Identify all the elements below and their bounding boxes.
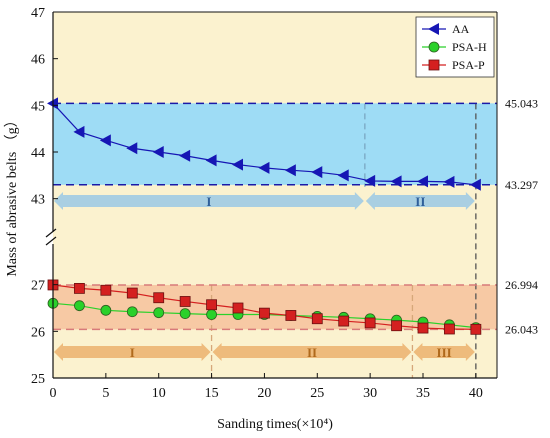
series-2-point-10 xyxy=(311,313,323,325)
xtick-label-4: 20 xyxy=(257,386,271,401)
series-1-point-4 xyxy=(153,307,165,319)
reference-label-2: 26.994 xyxy=(505,278,538,292)
reference-label-0: 45.043 xyxy=(505,96,538,110)
series-2-point-7 xyxy=(232,302,244,314)
lower-ytick-label-1: 26 xyxy=(31,325,45,340)
lower-phase-label-1: II xyxy=(307,345,317,360)
series-0-point-5 xyxy=(179,149,191,162)
legend-label-1: PSA-H xyxy=(452,40,487,54)
series-2-point-8 xyxy=(259,307,270,319)
lower-ytick-label-2: 27 xyxy=(31,279,45,294)
xtick-label-7: 35 xyxy=(416,386,430,401)
xtick-label-3: 15 xyxy=(205,386,219,401)
lower-phase-label-2: III xyxy=(437,345,452,360)
axis-break-mark-0 xyxy=(45,228,57,238)
legend-marker-0 xyxy=(428,23,439,35)
series-2-point-16 xyxy=(470,323,482,335)
upper-phase-arrow-1 xyxy=(365,192,475,210)
series-2-point-3 xyxy=(126,287,138,299)
series-2-point-5 xyxy=(179,296,191,307)
lower-phase-arrow-2 xyxy=(413,343,475,361)
xtick-label-8: 40 xyxy=(469,386,483,401)
series-0-point-13 xyxy=(390,175,402,188)
upper-ytick-label-2: 45 xyxy=(31,99,45,114)
series-2-point-9 xyxy=(285,310,297,321)
xtick-label-1: 5 xyxy=(102,386,109,401)
series-2-point-6 xyxy=(206,299,217,311)
series-2-point-13 xyxy=(391,320,402,332)
series-0-point-8 xyxy=(258,161,270,174)
series-0-point-12 xyxy=(364,174,376,187)
xtick-label-6: 30 xyxy=(363,386,377,401)
series-1-point-1 xyxy=(74,300,85,312)
y-axis-title: Mass of abrasive belts （g） xyxy=(4,113,20,276)
legend-label-2: PSA-P xyxy=(452,58,485,72)
series-2-point-14 xyxy=(417,322,429,334)
lower-phase-arrow-1 xyxy=(212,343,412,361)
xtick-label-2: 10 xyxy=(152,386,166,401)
xtick-label-5: 25 xyxy=(310,386,324,401)
series-2-point-2 xyxy=(100,284,112,296)
lower-phase-label-0: I xyxy=(130,345,135,360)
upper-band xyxy=(53,103,497,185)
x-axis-title: Sanding times(×10⁴) xyxy=(217,417,333,432)
upper-ytick-label-1: 44 xyxy=(31,146,45,161)
series-0-point-16 xyxy=(469,178,481,191)
series-0-point-7 xyxy=(232,158,243,171)
upper-ytick-label-3: 46 xyxy=(31,53,45,68)
series-0-point-3 xyxy=(126,142,138,155)
series-2-point-12 xyxy=(364,317,376,329)
upper-ytick-label-4: 47 xyxy=(31,6,45,21)
series-0-point-1 xyxy=(73,125,85,138)
legend-marker-1 xyxy=(428,41,440,53)
series-1-point-3 xyxy=(126,306,138,318)
series-0-point-9 xyxy=(284,164,296,177)
upper-phase-label-0: I xyxy=(206,194,211,209)
series-0-point-10 xyxy=(311,166,323,179)
series-0-point-2 xyxy=(99,134,111,147)
series-0-point-15 xyxy=(443,175,455,188)
series-1-point-2 xyxy=(100,304,112,316)
legend-marker-2 xyxy=(428,59,440,71)
series-2-point-1 xyxy=(74,282,85,294)
lower-ytick-label-0: 25 xyxy=(31,372,45,387)
series-0-point-11 xyxy=(337,169,349,182)
reference-label-3: 26.043 xyxy=(505,322,538,336)
lower-phase-arrow-0 xyxy=(54,343,211,361)
series-0-point-14 xyxy=(417,175,428,188)
series-2-point-4 xyxy=(153,292,165,304)
series-2-point-11 xyxy=(338,315,350,327)
series-2-point-15 xyxy=(444,323,455,335)
series-1-point-5 xyxy=(179,308,191,320)
reference-label-1: 43.297 xyxy=(505,178,538,192)
series-1-point-6 xyxy=(206,309,217,320)
legend-label-0: AA xyxy=(452,22,470,36)
upper-ytick-label-0: 43 xyxy=(31,193,45,208)
xtick-label-0: 0 xyxy=(50,386,57,401)
series-0-point-4 xyxy=(152,146,164,158)
axis-break-mark-1 xyxy=(45,236,57,246)
series-0-point-6 xyxy=(205,154,217,167)
upper-phase-label-1: II xyxy=(415,194,425,209)
upper-phase-arrow-0 xyxy=(54,192,364,210)
